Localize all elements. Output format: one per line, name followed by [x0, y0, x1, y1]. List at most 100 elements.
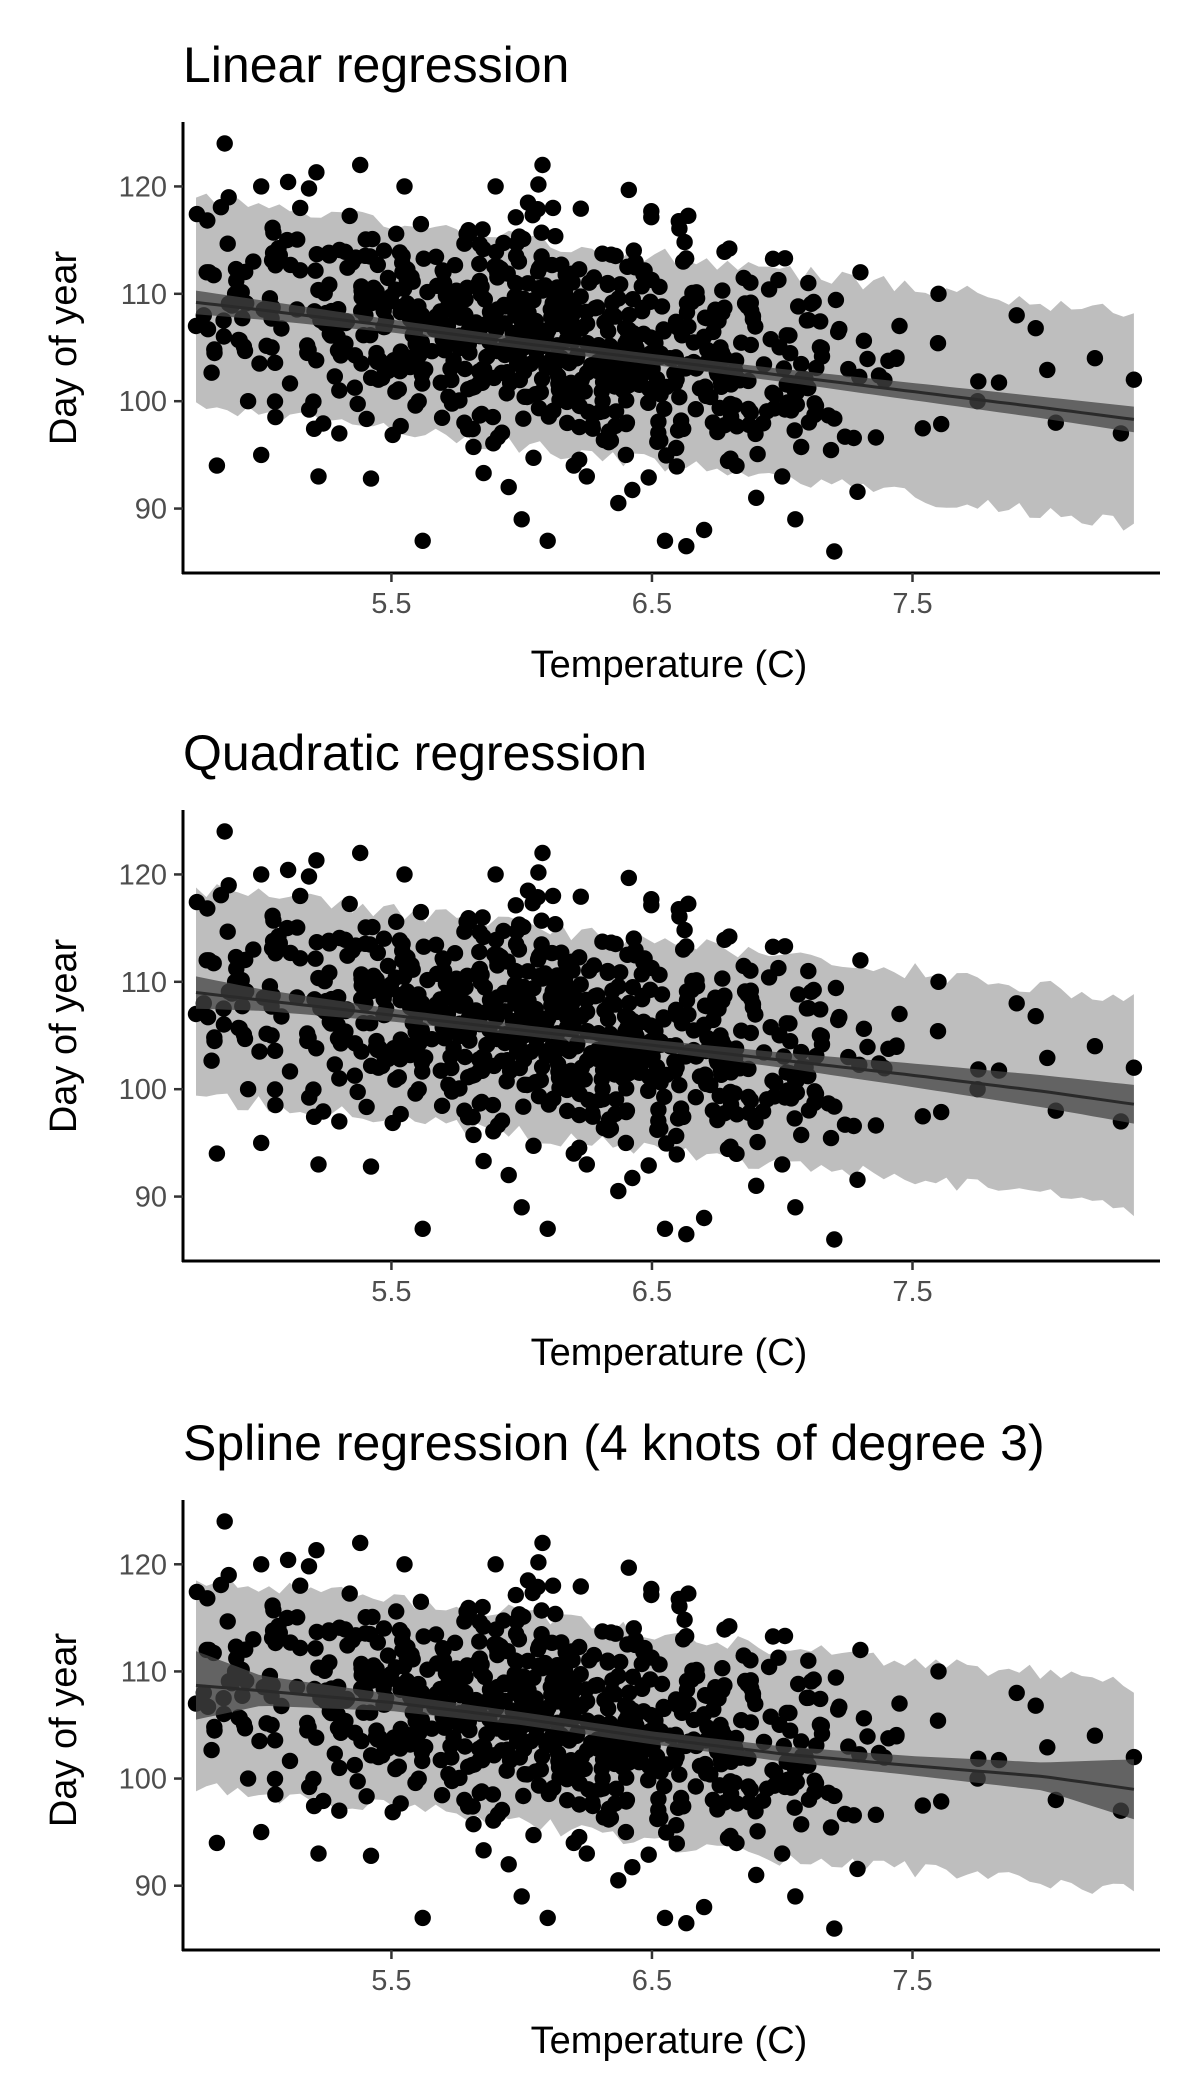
data-point: [666, 1063, 684, 1080]
data-point: [678, 1226, 695, 1243]
data-point: [564, 962, 581, 979]
data-point: [805, 981, 822, 999]
data-point: [509, 978, 527, 996]
data-point: [530, 864, 547, 881]
data-point: [790, 986, 807, 1003]
data-point: [487, 866, 504, 883]
data-point: [600, 1800, 618, 1818]
data-point: [446, 1681, 463, 1698]
data-point: [610, 494, 627, 512]
data-point: [507, 962, 524, 980]
data-point: [888, 1728, 905, 1745]
data-point: [310, 1156, 327, 1173]
data-point: [709, 1801, 726, 1818]
data-point: [307, 1640, 324, 1657]
data-point: [440, 388, 457, 405]
data-point: [471, 960, 488, 978]
data-point: [583, 357, 600, 374]
data-point: [716, 299, 733, 316]
data-point: [675, 253, 692, 270]
data-point: [675, 941, 692, 958]
data-point: [245, 253, 262, 270]
data-point: [612, 964, 629, 981]
data-point: [267, 1786, 284, 1803]
data-point: [822, 1129, 840, 1147]
data-point: [500, 478, 517, 496]
data-point: [199, 212, 216, 229]
y-tick-label: 110: [121, 1656, 167, 1688]
x-axis-title: Temperature (C): [531, 644, 808, 686]
data-point: [530, 948, 548, 965]
x-tick-label: 6.5: [632, 1965, 672, 1997]
data-point: [412, 1593, 430, 1611]
data-point: [511, 916, 528, 933]
data-point: [709, 423, 726, 441]
data-point: [733, 1712, 750, 1729]
data-point: [553, 256, 570, 273]
data-point: [471, 272, 488, 290]
x-tick-label: 7.5: [892, 588, 932, 620]
data-point: [930, 973, 947, 990]
data-point: [859, 1728, 876, 1745]
data-point: [782, 1722, 799, 1739]
data-point: [716, 243, 733, 260]
data-point: [565, 1834, 582, 1852]
data-point: [793, 1733, 810, 1750]
data-point: [651, 1656, 668, 1673]
data-point: [607, 403, 625, 420]
data-point: [364, 1608, 381, 1626]
data-point: [553, 944, 570, 961]
data-point: [716, 987, 733, 1004]
data-point: [510, 1631, 528, 1648]
data-point: [929, 1022, 947, 1040]
data-point: [487, 178, 504, 195]
data-point: [362, 470, 380, 487]
data-point: [584, 1794, 601, 1811]
data-point: [203, 364, 220, 381]
data-point: [695, 1016, 713, 1033]
data-point: [656, 1778, 673, 1795]
x-tick-label: 5.5: [371, 1276, 411, 1308]
data-point: [349, 395, 366, 413]
data-point: [310, 1659, 327, 1676]
data-point: [742, 274, 759, 291]
data-point: [496, 1692, 513, 1710]
data-point: [265, 912, 282, 929]
data-point: [419, 1661, 436, 1678]
data-point: [744, 1685, 762, 1703]
data-point: [206, 341, 223, 358]
data-point: [396, 866, 413, 883]
data-point: [253, 1556, 270, 1573]
data-point: [525, 1669, 542, 1687]
y-tick-label: 120: [119, 171, 167, 203]
data-point: [658, 1135, 675, 1152]
data-point: [749, 1133, 766, 1151]
data-point: [292, 887, 309, 905]
data-point: [800, 1791, 818, 1808]
data-point: [670, 213, 687, 230]
data-point: [513, 1888, 530, 1905]
data-point: [699, 341, 716, 359]
data-point: [573, 1697, 590, 1715]
data-point: [1125, 1059, 1143, 1076]
data-point: [509, 1732, 526, 1750]
y-tick-label: 100: [119, 386, 167, 418]
data-point: [914, 420, 931, 437]
data-point: [310, 281, 327, 299]
data-point: [321, 935, 338, 952]
data-point: [666, 1752, 684, 1769]
data-point: [384, 1804, 401, 1821]
data-point: [545, 1090, 562, 1107]
x-tick-label: 6.5: [632, 588, 672, 620]
data-point: [599, 962, 616, 980]
data-point: [545, 1779, 562, 1797]
data-point: [208, 1145, 226, 1162]
data-point: [307, 950, 324, 967]
data-point: [1027, 1697, 1044, 1714]
data-point: [267, 1634, 284, 1652]
data-point: [384, 1114, 401, 1132]
data-point: [496, 315, 513, 332]
data-point: [487, 1556, 504, 1573]
data-point: [279, 861, 297, 879]
data-point: [564, 1651, 581, 1669]
